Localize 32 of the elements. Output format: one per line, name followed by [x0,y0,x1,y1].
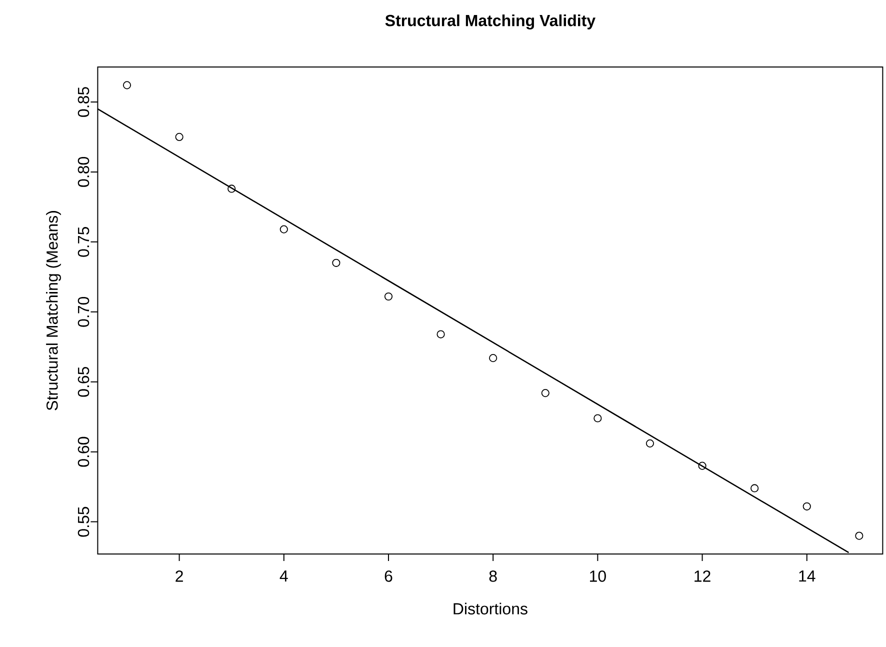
point [436,330,445,338]
x-tick-label: 6 [384,570,392,582]
y-tick-label: 0.75 [78,227,90,257]
y-tick-label: 0.85 [78,87,90,117]
chart-title: Structural Matching Validity [385,14,596,30]
x-axis-title: Distortions [454,602,528,614]
point [175,132,184,142]
point [646,439,654,448]
point [802,502,811,510]
point [855,532,864,540]
y-axis-title: Structural Matching (Means) [46,211,61,410]
point [228,184,236,193]
y-tick-label: 0.65 [78,366,90,397]
y-tick-label: 0.60 [78,436,90,467]
point [698,462,706,470]
x-tick-label: 4 [280,570,288,582]
y-tick-label: 0.70 [78,296,90,327]
x-tick-label: 12 [694,570,710,582]
point [541,389,550,398]
y-tick-label: 0.80 [78,157,90,187]
x-tick-label: 10 [590,570,606,582]
point [594,414,602,422]
x-tick-label: 8 [489,570,497,582]
point [332,258,340,267]
point [280,225,288,234]
x-tick-label: 2 [176,570,183,582]
y-tick-label: 0.55 [78,506,90,537]
point [489,354,498,362]
point [384,292,393,301]
point [122,81,132,90]
x-tick-label: 14 [799,570,816,582]
point [750,484,759,492]
